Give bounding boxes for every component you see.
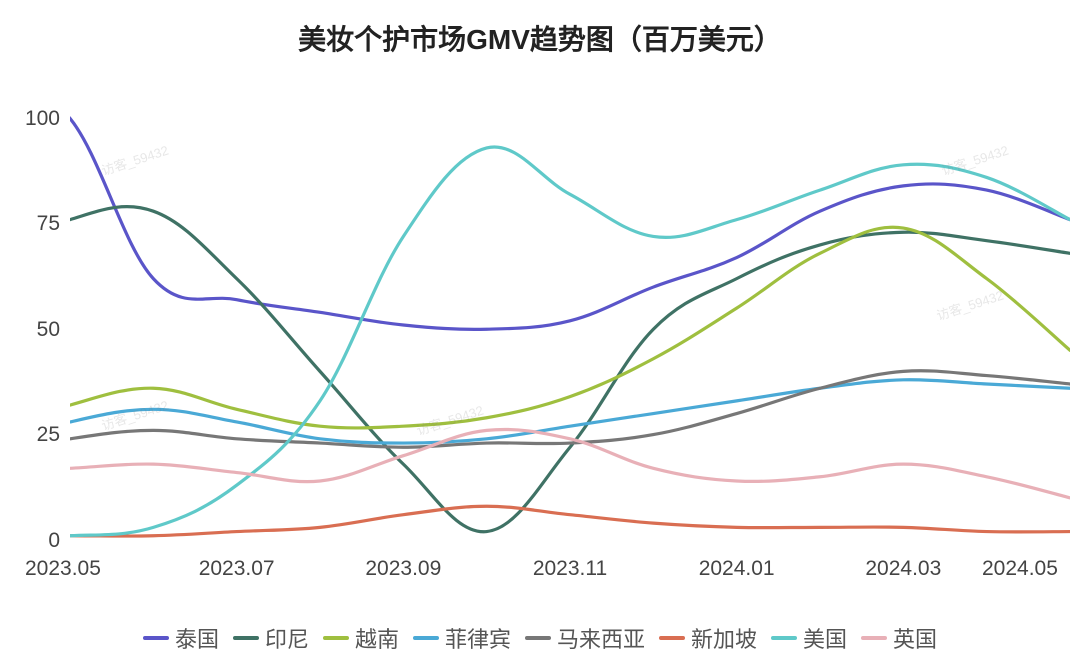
legend-item: 新加坡 (659, 622, 757, 654)
legend-swatch (143, 636, 169, 640)
legend-item: 泰国 (143, 622, 219, 654)
legend-item: 英国 (861, 622, 937, 654)
legend-label: 越南 (355, 622, 399, 654)
legend-swatch (323, 636, 349, 640)
legend-swatch (861, 636, 887, 640)
chart-container: 美妆个护市场GMV趋势图（百万美元） 泰国印尼越南菲律宾马来西亚新加坡美国英国 … (0, 0, 1080, 657)
y-tick-label: 0 (0, 530, 60, 551)
y-tick-label: 75 (0, 213, 60, 234)
legend-label: 美国 (803, 622, 847, 654)
series-line-5 (70, 506, 1070, 536)
legend: 泰国 印尼 越南 菲律宾 马来西亚 新加坡 美国 英国 (0, 622, 1080, 654)
legend-label: 印尼 (265, 622, 309, 654)
series-line-0 (70, 110, 1070, 329)
legend-item: 美国 (771, 622, 847, 654)
x-tick-label: 2023.09 (365, 558, 441, 579)
legend-swatch (771, 636, 797, 640)
legend-label: 马来西亚 (557, 622, 645, 654)
x-tick-label: 2024.05 (982, 558, 1058, 579)
legend-item: 菲律宾 (413, 622, 511, 654)
legend-item: 印尼 (233, 622, 309, 654)
x-tick-label: 2023.07 (199, 558, 275, 579)
legend-label: 泰国 (175, 622, 219, 654)
legend-item: 越南 (323, 622, 399, 654)
legend-label: 菲律宾 (445, 622, 511, 654)
x-tick-label: 2023.11 (533, 558, 607, 579)
y-tick-label: 25 (0, 424, 60, 445)
series-line-7 (70, 429, 1070, 497)
legend-swatch (525, 636, 551, 640)
chart-title: 美妆个护市场GMV趋势图（百万美元） (0, 18, 1080, 58)
series-line-2 (70, 227, 1070, 434)
legend-label: 新加坡 (691, 622, 757, 654)
x-tick-label: 2024.01 (699, 558, 775, 579)
series-line-6 (70, 147, 1070, 537)
y-tick-label: 50 (0, 319, 60, 340)
y-tick-label: 100 (0, 108, 60, 129)
series-line-1 (70, 207, 1070, 532)
legend-swatch (413, 636, 439, 640)
plot-area (70, 110, 1070, 540)
x-tick-label: 2024.03 (865, 558, 941, 579)
series-line-4 (70, 371, 1070, 456)
legend-swatch (659, 636, 685, 640)
legend-label: 英国 (893, 622, 937, 654)
x-tick-label: 2023.05 (25, 558, 101, 579)
legend-swatch (233, 636, 259, 640)
legend-item: 马来西亚 (525, 622, 645, 654)
